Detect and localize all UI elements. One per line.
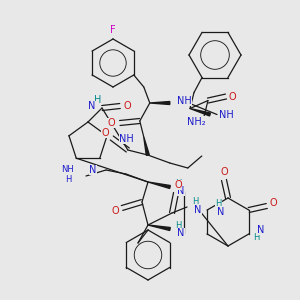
Text: O: O [102, 128, 110, 138]
Text: H: H [175, 178, 181, 188]
Text: N: N [177, 186, 184, 196]
Text: NH: NH [61, 166, 74, 175]
Polygon shape [144, 137, 149, 155]
Text: H: H [192, 197, 198, 206]
Text: NH: NH [177, 96, 191, 106]
Text: N: N [257, 225, 264, 235]
Text: N: N [217, 207, 225, 217]
Text: H: H [66, 176, 72, 184]
Text: N: N [194, 205, 201, 215]
Polygon shape [150, 101, 170, 104]
Text: O: O [108, 118, 116, 128]
Polygon shape [190, 109, 210, 116]
Text: NH: NH [119, 134, 134, 144]
Text: O: O [228, 92, 236, 101]
Text: F: F [110, 25, 116, 35]
Text: H: H [215, 200, 222, 208]
Text: O: O [220, 167, 228, 177]
Text: N: N [88, 101, 96, 111]
Text: O: O [174, 180, 182, 190]
Text: O: O [270, 198, 278, 208]
Polygon shape [148, 225, 170, 230]
Text: O: O [111, 206, 119, 216]
Text: H: H [253, 233, 259, 242]
Polygon shape [148, 182, 170, 188]
Text: NH: NH [219, 110, 234, 119]
Text: O: O [123, 101, 131, 111]
Text: NH₂: NH₂ [187, 116, 205, 127]
Text: N: N [89, 165, 97, 175]
Text: H: H [94, 95, 102, 105]
Text: H: H [175, 220, 181, 230]
Text: N: N [177, 228, 184, 238]
